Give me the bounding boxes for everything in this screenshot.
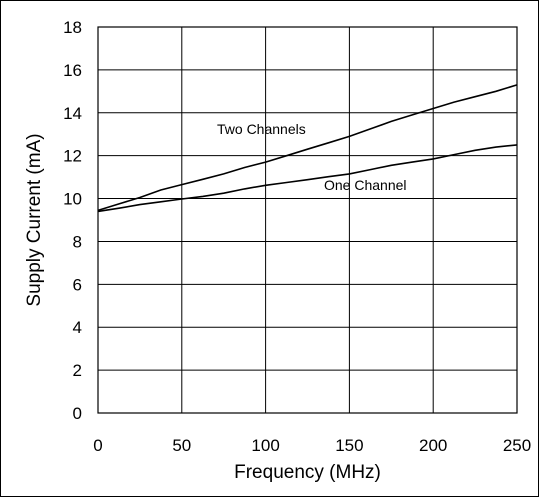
- x-tick-label: 150: [335, 436, 363, 455]
- grid-lines: [98, 27, 517, 413]
- plot-frame: [97, 26, 518, 414]
- x-tick-label: 250: [503, 436, 531, 455]
- x-tick-label: 100: [251, 436, 279, 455]
- series-labels: Two Channels One Channel: [217, 121, 407, 193]
- series-layer: [97, 84, 518, 213]
- y-tick-label: 14: [63, 104, 82, 123]
- y-axis-title: Supply Current (mA): [24, 133, 45, 306]
- series-line: [97, 84, 518, 212]
- y-tick-label: 8: [73, 232, 82, 251]
- y-tick-label: 18: [63, 18, 82, 37]
- y-tick-labels: 0 2 4 6 8 10 12 14 16 18: [63, 18, 82, 423]
- series-label: One Channel: [324, 177, 407, 193]
- y-tick-label: 2: [73, 361, 82, 380]
- series-line: [97, 144, 518, 213]
- x-tick-labels: 0 50 100 150 200 250: [93, 436, 531, 455]
- y-tick-label: 10: [63, 190, 82, 209]
- y-tick-label: 16: [63, 61, 82, 80]
- y-tick-label: 4: [73, 318, 82, 337]
- x-tick-label: 50: [172, 436, 191, 455]
- y-tick-label: 6: [73, 275, 82, 294]
- y-tick-label: 0: [73, 404, 82, 423]
- series-label: Two Channels: [217, 121, 306, 137]
- x-tick-label: 200: [419, 436, 447, 455]
- x-axis-title: Frequency (MHz): [234, 462, 381, 483]
- y-tick-label: 12: [63, 147, 82, 166]
- x-tick-label: 0: [93, 436, 102, 455]
